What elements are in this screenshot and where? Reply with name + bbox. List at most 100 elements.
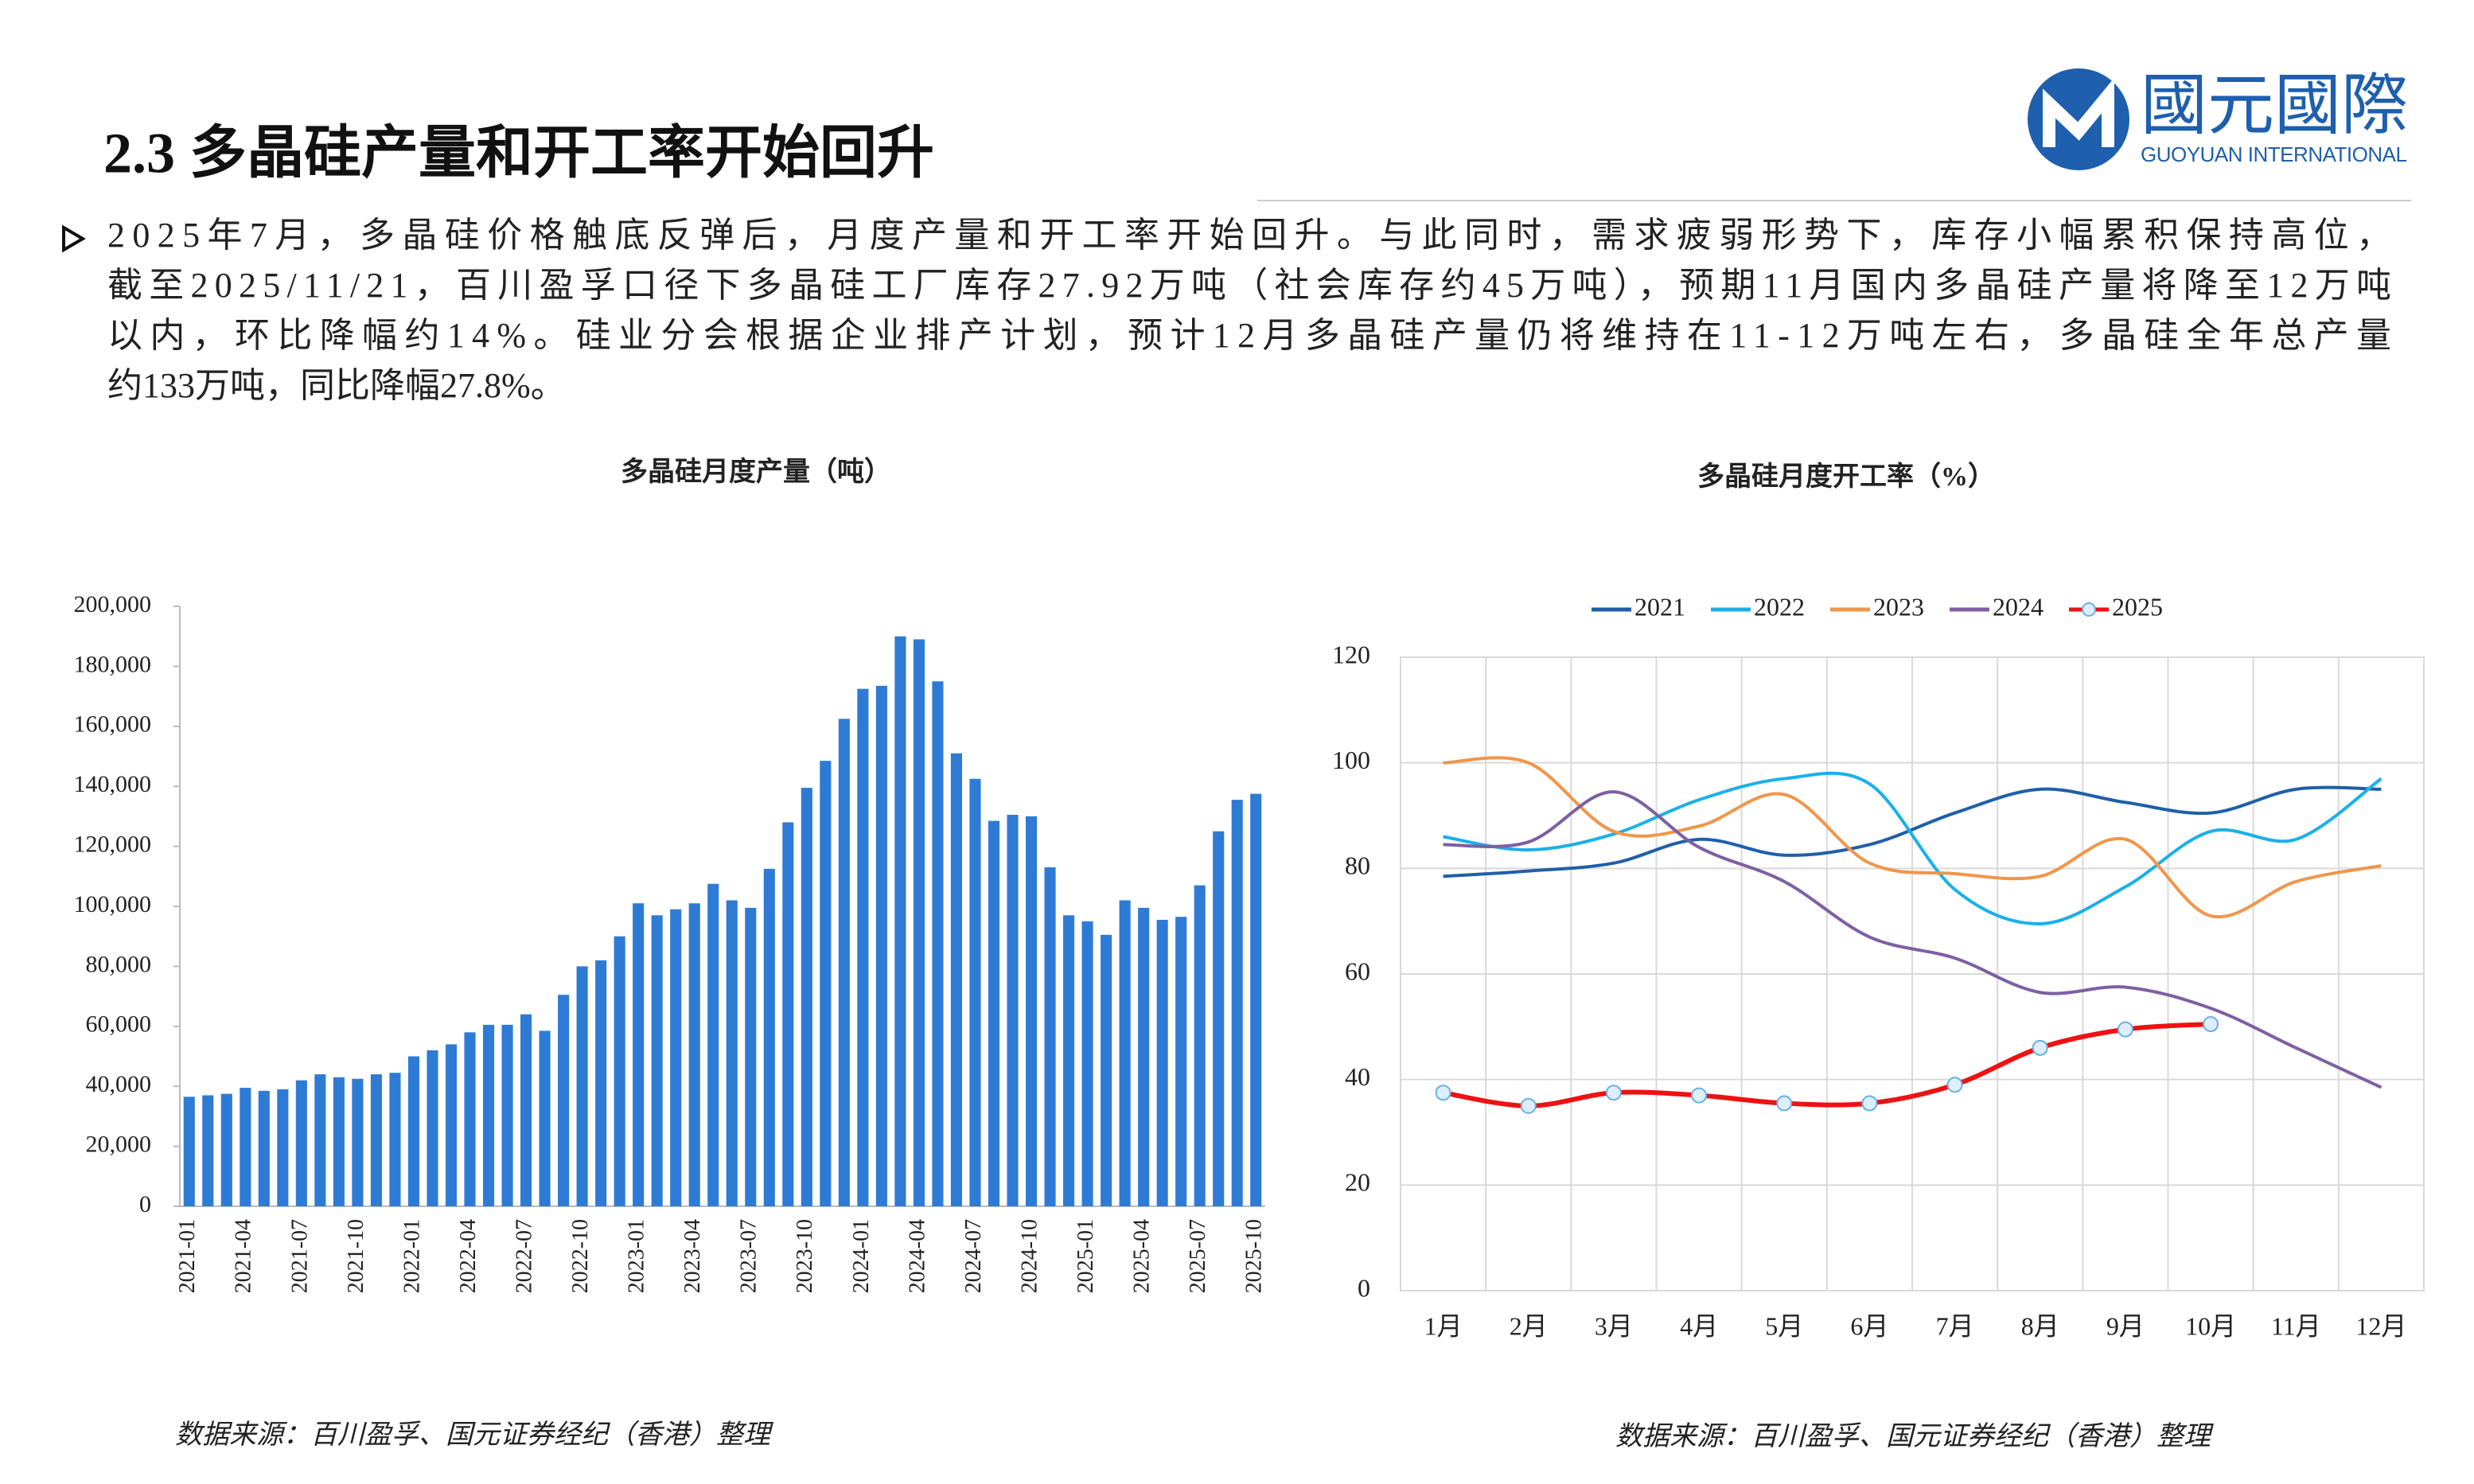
x-tick-label: 2024-07 <box>961 1219 986 1293</box>
logo-name: 國元國際 <box>2141 66 2408 144</box>
x-tick-label: 2022-07 <box>512 1219 536 1293</box>
x-tick-label: 2025-10 <box>1242 1219 1267 1293</box>
body-line: 约133万吨，同比降幅27.8%。 <box>107 366 566 405</box>
y-tick-label: 20,000 <box>86 1131 152 1157</box>
bar <box>894 636 906 1206</box>
y-tick-label: 120,000 <box>74 831 152 857</box>
bar <box>726 900 738 1206</box>
bar <box>1101 934 1112 1206</box>
x-tick-label: 2023-07 <box>737 1219 762 1293</box>
x-tick-label: 12月 <box>2355 1311 2406 1340</box>
x-tick-label: 9月 <box>2106 1311 2145 1340</box>
x-tick-label: 2022-10 <box>568 1219 593 1293</box>
x-tick-label: 2025-07 <box>1186 1219 1210 1293</box>
x-tick-label: 3月 <box>1595 1311 1633 1340</box>
y-tick-label: 180,000 <box>74 651 152 677</box>
x-tick-label: 6月 <box>1850 1311 1888 1340</box>
bar <box>258 1090 270 1206</box>
y-tick-label: 160,000 <box>74 711 152 738</box>
x-tick-label: 2023-10 <box>793 1219 817 1293</box>
bar <box>464 1032 476 1206</box>
bar <box>688 903 700 1206</box>
x-tick-label: 2025-01 <box>1073 1219 1098 1293</box>
slide-title: 2.3 多晶硅产量和开工率开始回升 <box>103 122 934 185</box>
y-tick-label: 0 <box>139 1191 151 1217</box>
bar <box>407 1056 420 1206</box>
x-tick-label: 10月 <box>2185 1311 2236 1340</box>
legend-label: 2023 <box>1873 592 1924 621</box>
bar <box>857 688 869 1206</box>
x-tick-label: 1月 <box>1424 1311 1463 1340</box>
y-tick-label: 120 <box>1332 640 1370 668</box>
logo-mark <box>2043 77 2114 147</box>
bar <box>614 936 625 1206</box>
bar <box>482 1024 495 1206</box>
bar <box>763 868 775 1206</box>
body-line: 截至2025/11/21，百川盈孚口径下多晶硅工厂库存27.92万吨（社会库存约… <box>107 266 2391 305</box>
x-tick-label: 8月 <box>2021 1311 2059 1340</box>
bar <box>633 903 645 1206</box>
series-line <box>1443 790 2382 1089</box>
series-line <box>1443 785 2382 878</box>
bar <box>558 995 570 1206</box>
x-tick-label: 5月 <box>1765 1311 1803 1340</box>
bar <box>913 639 925 1206</box>
y-tick-label: 40,000 <box>86 1071 152 1097</box>
x-tick-label: 2022-04 <box>456 1219 481 1293</box>
bar <box>801 788 812 1206</box>
y-tick-label: 80 <box>1345 851 1370 880</box>
bar <box>333 1077 345 1206</box>
x-tick-label: 2025-04 <box>1130 1219 1155 1293</box>
x-tick-label: 2024-10 <box>1017 1219 1042 1293</box>
bar <box>520 1014 532 1206</box>
bar <box>295 1080 307 1206</box>
bar <box>1081 921 1093 1206</box>
x-tick-label: 2月 <box>1510 1311 1548 1340</box>
bar <box>1213 831 1225 1206</box>
logo-subname: GUOYUAN INTERNATIONAL <box>2141 142 2407 166</box>
bar <box>389 1073 401 1206</box>
bar <box>202 1095 214 1206</box>
y-tick-label: 60 <box>1345 956 1370 985</box>
legend-label: 2025 <box>2112 592 2163 621</box>
point-marker <box>2117 1021 2133 1038</box>
bar <box>932 681 944 1206</box>
bar <box>576 966 588 1206</box>
bar <box>183 1096 195 1206</box>
bar <box>950 753 963 1206</box>
y-tick-label: 60,000 <box>86 1011 152 1038</box>
series-line <box>1443 756 2382 919</box>
x-tick-label: 2023-01 <box>625 1219 649 1293</box>
x-tick-label: 2024-04 <box>905 1219 929 1293</box>
bar <box>707 883 719 1206</box>
x-tick-label: 2024-01 <box>849 1219 874 1293</box>
point-marker <box>2203 1016 2219 1033</box>
x-tick-label: 2023-04 <box>680 1219 705 1293</box>
bar <box>1138 907 1150 1206</box>
y-tick-label: 80,000 <box>86 951 152 977</box>
point-marker <box>1776 1095 1793 1112</box>
point-marker <box>2032 1039 2048 1056</box>
bar <box>1156 919 1168 1206</box>
bar <box>782 822 794 1206</box>
y-tick-label: 20 <box>1345 1168 1370 1197</box>
bar <box>1044 867 1056 1206</box>
bar <box>988 820 1000 1206</box>
point-marker <box>1605 1085 1622 1101</box>
bar <box>1231 800 1243 1206</box>
bar <box>220 1093 232 1206</box>
legend-label: 2021 <box>1634 592 1685 621</box>
bar <box>745 907 757 1206</box>
point-marker <box>1861 1095 1878 1112</box>
legend-label: 2024 <box>1993 592 2043 621</box>
y-tick-label: 100,000 <box>74 891 152 917</box>
bar <box>651 915 663 1206</box>
bar <box>969 778 981 1206</box>
x-tick-label: 2021-07 <box>287 1219 312 1293</box>
x-tick-label: 11月 <box>2271 1311 2321 1340</box>
point-marker <box>1946 1077 1963 1093</box>
legend-label: 2022 <box>1754 592 1805 621</box>
bar <box>277 1089 289 1206</box>
point-marker <box>1520 1097 1537 1114</box>
